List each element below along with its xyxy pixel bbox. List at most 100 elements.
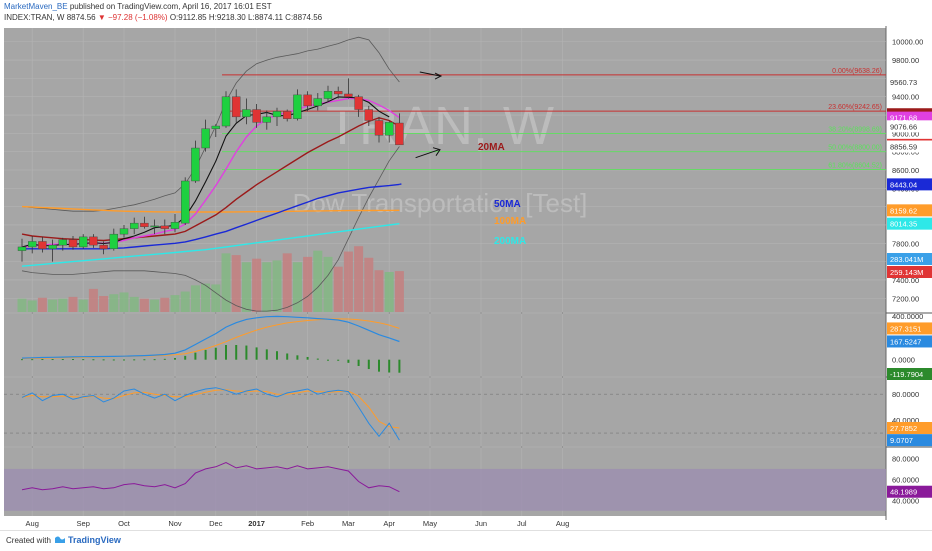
ma100-label: 100MA <box>494 216 526 227</box>
volume-bar <box>58 299 67 312</box>
time-tick-label: Jul <box>517 519 527 528</box>
candle-body <box>355 97 363 110</box>
tradingview-logo-icon <box>54 534 66 546</box>
macd-hist-bar <box>398 360 400 373</box>
published-text: published on TradingView.com, April 16, … <box>70 2 272 11</box>
macd-hist-bar <box>194 353 196 360</box>
macd-hist-bar <box>317 359 319 360</box>
volume-bar <box>242 262 251 312</box>
macd-hist-bar <box>184 356 186 360</box>
volume-bar <box>28 300 37 312</box>
candle-body <box>304 95 312 106</box>
stoch-panel <box>4 378 886 446</box>
volume-box-2: 259.143M <box>890 268 923 277</box>
volume-bar <box>395 271 404 312</box>
candle-body <box>49 245 57 249</box>
volume-bar <box>303 257 312 312</box>
stoch-k-box: 9.0707 <box>890 436 913 445</box>
created-with-text: Created with <box>6 536 51 545</box>
candle-body <box>181 181 189 223</box>
last-price: 8874.56 <box>67 13 96 22</box>
candle-body <box>38 241 46 248</box>
candle-body <box>110 234 118 249</box>
ma50-label: 50MA <box>494 199 521 210</box>
macd-hist-bar <box>113 359 115 360</box>
macd-hist-bar <box>92 359 94 360</box>
fib-label: 50.00%(8800.00) <box>828 145 882 152</box>
author-link[interactable]: MarketMaven_BE <box>4 2 68 11</box>
volume-bar <box>181 292 190 312</box>
candle-body <box>314 99 322 106</box>
macd-hist-bar <box>266 349 268 359</box>
macd-hist-bar <box>368 360 370 369</box>
macd-hist-bar <box>286 353 288 359</box>
macd-value-box: 167.5247 <box>890 337 921 346</box>
bb-lower-box: 8856.59 <box>890 142 917 151</box>
volume-bar <box>48 300 57 312</box>
macd-hist-bar <box>164 359 166 360</box>
macd-hist-bar <box>388 360 390 373</box>
candle-body <box>151 226 159 227</box>
time-tick-label: Dec <box>209 519 223 528</box>
macd-panel <box>4 314 886 376</box>
macd-hist-bar <box>62 359 64 360</box>
price-tick-label: 7800.00 <box>892 239 919 248</box>
price-tick-label: 9400.00 <box>892 93 919 102</box>
macd-hist-bar <box>347 360 349 363</box>
macd-hist-bar <box>41 359 43 360</box>
ma200-price-box: 8014.35 <box>890 220 917 229</box>
candle-body <box>222 97 230 126</box>
macd-hist-bar <box>205 350 207 360</box>
macd-hist-bar <box>337 360 339 361</box>
time-tick-label: Feb <box>301 519 314 528</box>
candle-body <box>212 126 220 129</box>
volume-bar <box>222 253 231 312</box>
ma50-price-box: 8443.04 <box>890 180 917 189</box>
ma200-label: 200MA <box>494 236 526 247</box>
time-tick-label: Aug <box>556 519 569 528</box>
macd-hist-bar <box>276 351 278 359</box>
macd-signal-box: 287.3151 <box>890 324 921 333</box>
macd-hist-bar <box>174 358 176 360</box>
volume-bar <box>324 257 333 312</box>
rsi-band <box>4 469 886 511</box>
time-tick-label: Mar <box>342 519 355 528</box>
candle-body <box>171 222 179 228</box>
candle-body <box>344 94 352 97</box>
candle-body <box>273 111 281 116</box>
macd-hist-bar <box>133 359 135 360</box>
macd-hist-bar <box>72 359 74 360</box>
candle-body <box>385 122 393 135</box>
candle-body <box>79 237 87 247</box>
macd-hist-bar <box>215 348 217 360</box>
tradingview-brand[interactable]: TradingView <box>68 535 121 545</box>
macd-hist-bar <box>52 359 54 360</box>
volume-bar <box>69 297 78 312</box>
volume-bar <box>160 298 169 312</box>
volume-bar <box>18 299 27 312</box>
candle-body <box>191 148 199 181</box>
candle-body <box>253 110 261 123</box>
volume-bar <box>120 292 129 312</box>
rsi-tick-label: 60.0000 <box>892 475 919 484</box>
macd-hist-bar <box>358 360 360 366</box>
volume-bar <box>38 298 47 312</box>
volume-bar <box>375 270 384 312</box>
macd-hist-bar <box>154 359 156 360</box>
price-tick-label: 8600.00 <box>892 166 919 175</box>
chart-header: MarketMaven_BE published on TradingView.… <box>4 0 928 26</box>
symbol-label: INDEX:TRAN, W <box>4 13 64 22</box>
macd-hist-bar <box>296 355 298 359</box>
macd-hist-box: -119.7904 <box>890 370 923 379</box>
macd-hist-bar <box>21 359 23 360</box>
price-tick-label: 7200.00 <box>892 294 919 303</box>
volume-bar <box>130 297 139 312</box>
price-tick-label: 10000.00 <box>892 38 923 47</box>
candle-body <box>293 95 301 119</box>
header-line-2: INDEX:TRAN, W 8874.56 ▼ −97.28 (−1.08%) … <box>4 13 322 22</box>
ma100-price-box: 8159.62 <box>890 206 917 215</box>
volume-bar <box>385 272 394 312</box>
stoch-tick-label: 80.0000 <box>892 390 919 399</box>
candle-body <box>334 91 342 94</box>
